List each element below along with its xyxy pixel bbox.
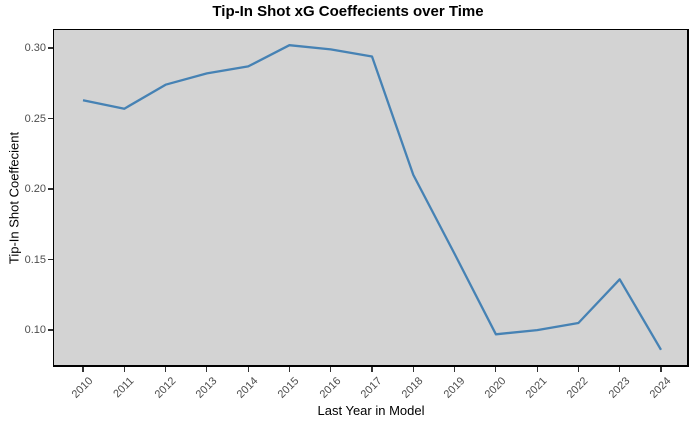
y-axis-title: Tip-In Shot Coeffecient xyxy=(6,131,22,265)
y-tick-mark xyxy=(48,117,53,120)
y-tick-label: 0.30 xyxy=(24,42,46,55)
x-tick-mark xyxy=(495,367,497,372)
x-tick-mark xyxy=(164,367,167,372)
x-tick-mark xyxy=(123,367,125,372)
x-tick-mark xyxy=(82,367,84,372)
x-tick-mark xyxy=(577,367,580,372)
y-tick-mark xyxy=(48,188,53,190)
x-tick-mark xyxy=(206,367,208,372)
x-tick-mark xyxy=(288,367,291,372)
x-axis-title: Last Year in Model xyxy=(317,403,425,418)
x-tick-mark xyxy=(330,367,332,372)
x-tick-mark xyxy=(412,367,414,372)
y-tick-label: 0.20 xyxy=(24,183,46,196)
y-tick-mark xyxy=(48,47,53,49)
series-line xyxy=(82,44,662,351)
x-tick-mark xyxy=(536,367,538,372)
x-tick-mark xyxy=(453,367,456,372)
plot-panel xyxy=(53,29,689,367)
y-tick-mark xyxy=(48,258,53,261)
y-tick-label: 0.15 xyxy=(24,253,46,266)
chart-title: Tip-In Shot xG Coeffecients over Time xyxy=(212,3,484,20)
x-tick-mark xyxy=(247,367,249,372)
y-tick-label: 0.10 xyxy=(24,324,46,337)
x-tick-mark xyxy=(371,367,373,372)
x-tick-mark xyxy=(660,367,662,372)
plot-svg xyxy=(82,44,662,351)
x-tick-mark xyxy=(619,367,621,372)
y-tick-mark xyxy=(48,329,53,331)
y-tick-label: 0.25 xyxy=(24,112,46,125)
